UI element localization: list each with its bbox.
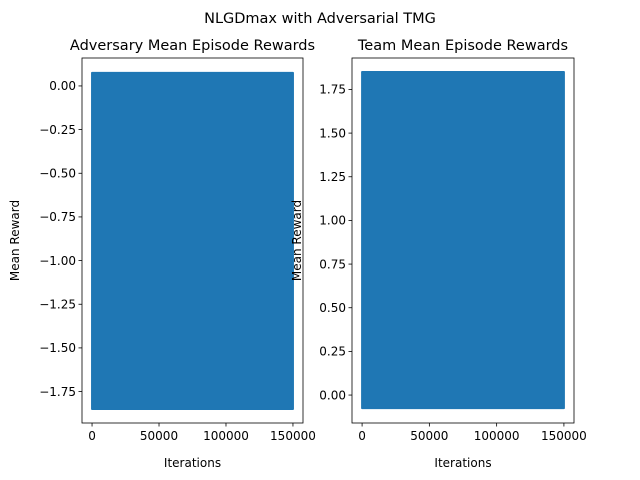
y-tick-label: 1.25: [319, 170, 346, 184]
y-tick-label: −0.50: [39, 167, 76, 181]
y-tick-label: −1.50: [39, 341, 76, 355]
x-tick-label: 50000: [410, 429, 448, 443]
subplot-title: Adversary Mean Episode Rewards: [70, 38, 315, 54]
y-tick-label: 0.50: [319, 301, 346, 315]
y-tick-label: 0.75: [319, 257, 346, 271]
subplot-2: 0 50000 100000 150000 1.75 1.50 1.25 1.00 0.75 0.…: [290, 38, 587, 470]
series-line-band: [361, 70, 565, 410]
y-tick-label: 0.00: [319, 388, 346, 402]
x-tick-label: 100000: [203, 429, 249, 443]
y-tick-label: 1.50: [319, 126, 346, 140]
subplot-title: Team Mean Episode Rewards: [357, 38, 568, 54]
y-tick-label: −0.75: [39, 210, 76, 224]
y-tick-label: −1.25: [39, 298, 76, 312]
y-tick-label: −1.00: [39, 254, 76, 268]
x-tick-label: 50000: [140, 429, 178, 443]
axes-frame: [351, 57, 575, 424]
figure-suptitle: NLGDmax with Adversarial TMG: [204, 11, 436, 27]
x-axis-label: Iterations: [434, 456, 491, 470]
axes-frame: [81, 57, 304, 424]
x-tick-label: 100000: [474, 429, 520, 443]
x-tick-label: 0: [358, 429, 366, 443]
x-tick-label: 0: [88, 429, 96, 443]
y-tick-label: 1.00: [319, 214, 346, 228]
y-tick-label: −1.75: [39, 385, 76, 399]
x-tick-label: 150000: [270, 429, 316, 443]
y-tick-label: 0.25: [319, 345, 346, 359]
y-tick-label: −0.25: [39, 123, 76, 137]
y-tick-label: 1.75: [319, 83, 346, 97]
subplot-1: 0 50000 100000 150000 0.00 −0.25 −0.50 −0.75 −1.…: [8, 38, 316, 470]
y-tick-label: 0.00: [49, 79, 76, 93]
y-axis-label: Mean Reward: [290, 200, 304, 281]
x-axis-label: Iterations: [164, 456, 221, 470]
y-axis-label: Mean Reward: [8, 200, 22, 281]
series-line-band: [91, 71, 294, 411]
x-tick-label: 150000: [541, 429, 587, 443]
